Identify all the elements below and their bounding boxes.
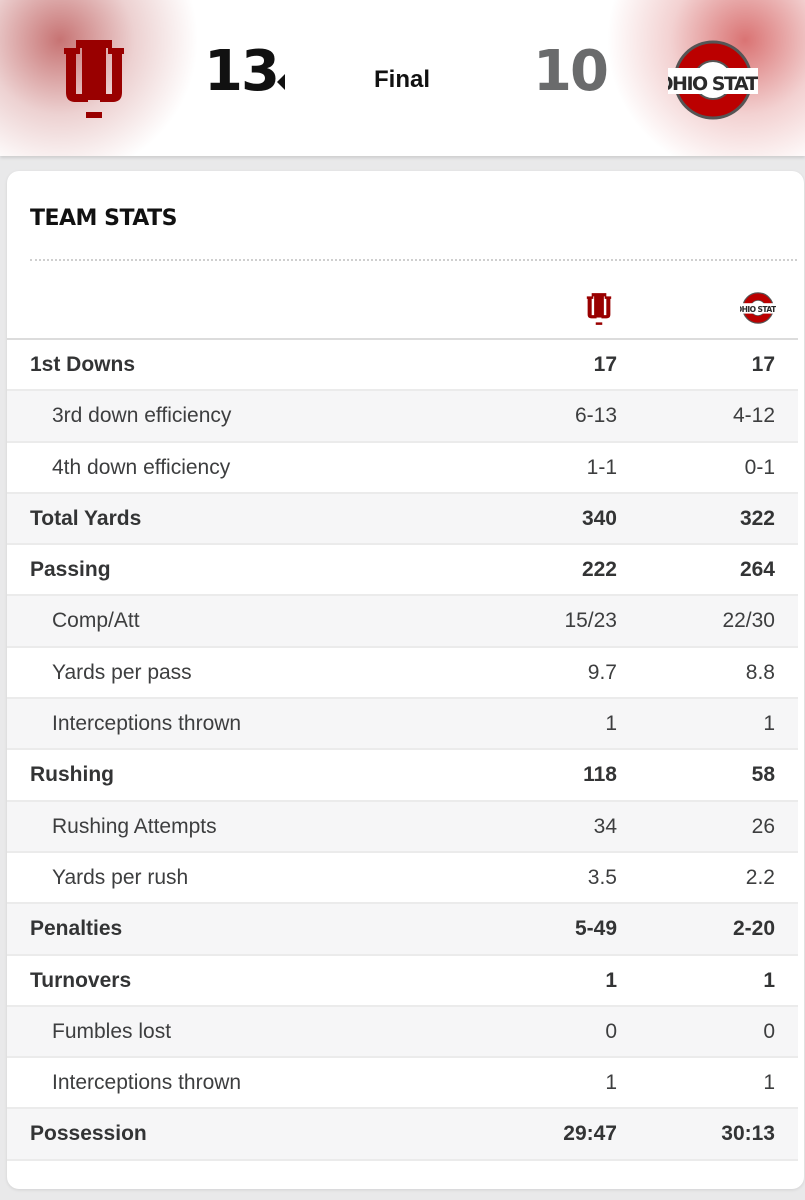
team-stats-table: 1st Downs 17 17 3rd down efficiency 6-13 4-12…: [7, 340, 798, 1161]
ohio-state-column-logo-icon: OHIO STATE: [736, 291, 781, 325]
winner-arrow-icon: [277, 74, 285, 90]
stat-label: Fumbles lost: [52, 1019, 172, 1043]
ohio-state-logo-icon[interactable]: OHIO STATE: [657, 38, 771, 122]
stat-label: Total Yards: [30, 506, 142, 530]
svg-text:OHIO STATE: OHIO STATE: [668, 73, 758, 95]
table-row: 1st Downs 17 17: [7, 340, 798, 392]
ohio-state-stat-value: 1: [763, 1071, 775, 1095]
indiana-stat-value: 34: [593, 814, 617, 838]
ohio-state-stat-value: 322: [739, 506, 775, 530]
table-row: Interceptions thrown 1 1: [7, 1058, 798, 1110]
indiana-stat-value: 15/23: [564, 609, 617, 633]
table-row: Turnovers 1 1: [7, 956, 798, 1007]
indiana-stat-value: 340: [581, 506, 617, 530]
table-row: Fumbles lost 0 0: [7, 1006, 798, 1059]
indiana-stat-value: 17: [593, 353, 617, 376]
table-row: 4th down efficiency 1-1 0-1: [7, 443, 798, 494]
stat-label: Penalties: [30, 917, 123, 941]
ohio-state-stat-value: 264: [739, 558, 775, 582]
indiana-stat-value: 1: [605, 712, 617, 736]
indiana-logo-icon[interactable]: [62, 38, 126, 120]
stat-label: Rushing: [30, 763, 114, 787]
table-row: Total Yards 340 322: [7, 493, 798, 546]
ohio-state-stat-value: 22/30: [722, 609, 775, 633]
table-row: 3rd down efficiency 6-13 4-12: [7, 391, 798, 443]
ohio-state-stat-value: 58: [751, 763, 775, 787]
indiana-stat-value: 6-13: [574, 404, 617, 428]
indiana-stat-value: 29:47: [563, 1122, 617, 1146]
team-stats-card: TEAM STATS OHIO STATE 1st Downs 17 17 3rd d…: [7, 171, 804, 1189]
table-row: Rushing Attempts 34 26: [7, 801, 798, 853]
team-stats-title: TEAM STATS: [30, 206, 177, 231]
ohio-state-stat-value: 26: [751, 814, 775, 838]
table-row: Passing 222 264: [7, 545, 798, 597]
home-score: 13: [204, 39, 280, 104]
table-row: Rushing 118 58: [7, 750, 798, 802]
stat-label: Interceptions thrown: [52, 712, 242, 736]
stat-label: Possession: [30, 1122, 147, 1146]
ohio-state-stat-value: 0-1: [744, 455, 775, 479]
scoreboard-header: 13 Final 10 OHIO STATE: [0, 0, 805, 156]
indiana-stat-value: 1: [605, 968, 617, 992]
ohio-state-stat-value: 30:13: [721, 1122, 775, 1146]
game-status: Final: [373, 66, 430, 93]
indiana-stat-value: 9.7: [587, 660, 617, 684]
ohio-state-stat-value: 2.2: [745, 865, 775, 889]
table-row: Yards per rush 3.5 2.2: [7, 853, 798, 905]
indiana-stat-value: 5-49: [574, 917, 617, 941]
indiana-stat-value: 1: [605, 1071, 617, 1095]
indiana-stat-value: 1-1: [586, 455, 617, 479]
title-divider: [30, 259, 797, 261]
ohio-state-stat-value: 4-12: [732, 404, 775, 428]
table-row: Penalties 5-49 2-20: [7, 904, 798, 956]
indiana-stat-value: 3.5: [587, 865, 617, 889]
stat-label: 3rd down efficiency: [52, 404, 232, 428]
indiana-stat-value: 0: [605, 1019, 617, 1043]
stat-label: Turnovers: [30, 968, 132, 992]
indiana-stat-value: 118: [583, 763, 617, 787]
ohio-state-stat-value: 0: [763, 1019, 775, 1043]
stat-label: Yards per pass: [52, 660, 192, 684]
table-row: Interceptions thrown 1 1: [7, 699, 798, 751]
stat-label: Comp/Att: [52, 609, 140, 633]
svg-text:OHIO STATE: OHIO STATE: [740, 305, 776, 314]
ohio-state-stat-value: 2-20: [732, 917, 775, 941]
table-header-rule: [7, 338, 798, 340]
stat-label: Interceptions thrown: [52, 1071, 242, 1095]
away-score: 10: [533, 39, 609, 104]
table-row: Possession 29:47 30:13: [7, 1109, 798, 1161]
indiana-stat-value: 222: [581, 558, 617, 582]
stat-label: Rushing Attempts: [52, 814, 217, 838]
ohio-state-stat-value: 1: [763, 968, 775, 992]
table-row: Comp/Att 15/23 22/30: [7, 596, 798, 648]
stat-label: Yards per rush: [52, 865, 189, 889]
stat-label: Passing: [30, 558, 111, 582]
ohio-state-stat-value: 1: [763, 712, 775, 736]
stat-label: 1st Downs: [30, 353, 136, 376]
table-row: Yards per pass 9.7 8.8: [7, 648, 798, 700]
ohio-state-stat-value: 8.8: [745, 660, 775, 684]
indiana-column-logo-icon: [586, 291, 612, 327]
ohio-state-stat-value: 17: [751, 353, 775, 376]
stat-label: 4th down efficiency: [52, 455, 231, 479]
